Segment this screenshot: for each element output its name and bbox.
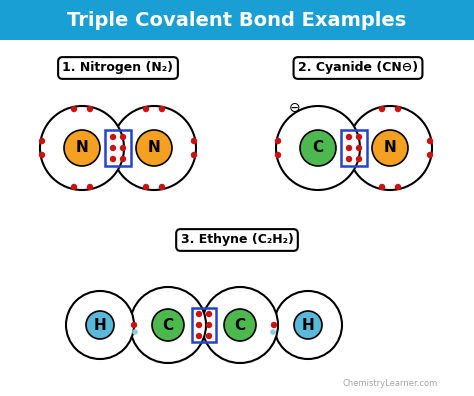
Circle shape bbox=[196, 311, 202, 317]
Text: ChemistryLearner.com: ChemistryLearner.com bbox=[342, 379, 438, 388]
Circle shape bbox=[379, 184, 385, 190]
Circle shape bbox=[143, 184, 149, 190]
Circle shape bbox=[206, 311, 212, 317]
Circle shape bbox=[356, 134, 362, 140]
Circle shape bbox=[196, 333, 202, 339]
Circle shape bbox=[39, 152, 45, 158]
Circle shape bbox=[110, 156, 116, 162]
Text: ⊖: ⊖ bbox=[289, 101, 301, 115]
Circle shape bbox=[87, 184, 93, 190]
Circle shape bbox=[159, 106, 165, 112]
Circle shape bbox=[196, 322, 202, 328]
Circle shape bbox=[224, 309, 256, 341]
Circle shape bbox=[346, 134, 352, 140]
Text: C: C bbox=[163, 318, 173, 333]
Circle shape bbox=[136, 130, 172, 166]
Circle shape bbox=[346, 156, 352, 162]
Circle shape bbox=[372, 130, 408, 166]
Circle shape bbox=[348, 106, 432, 190]
Circle shape bbox=[120, 156, 126, 162]
Circle shape bbox=[300, 130, 336, 166]
Circle shape bbox=[120, 134, 126, 140]
Text: H: H bbox=[94, 318, 106, 333]
Circle shape bbox=[191, 152, 197, 158]
Text: 1. Nitrogen (N₂): 1. Nitrogen (N₂) bbox=[63, 61, 173, 74]
Circle shape bbox=[110, 145, 116, 151]
Circle shape bbox=[143, 106, 149, 112]
Circle shape bbox=[274, 291, 342, 359]
Circle shape bbox=[202, 287, 278, 363]
Circle shape bbox=[206, 322, 212, 328]
Circle shape bbox=[120, 145, 126, 151]
Circle shape bbox=[71, 184, 77, 190]
Circle shape bbox=[395, 184, 401, 190]
Circle shape bbox=[152, 309, 184, 341]
Circle shape bbox=[276, 106, 360, 190]
Circle shape bbox=[271, 322, 277, 328]
Circle shape bbox=[346, 145, 352, 151]
Text: C: C bbox=[235, 318, 246, 333]
Circle shape bbox=[39, 138, 45, 144]
Text: 3. Ethyne (C₂H₂): 3. Ethyne (C₂H₂) bbox=[181, 234, 293, 246]
Text: C: C bbox=[312, 141, 324, 156]
Circle shape bbox=[86, 311, 114, 339]
Circle shape bbox=[275, 138, 281, 144]
Circle shape bbox=[64, 130, 100, 166]
Circle shape bbox=[206, 333, 212, 339]
Circle shape bbox=[40, 106, 124, 190]
Circle shape bbox=[110, 134, 116, 140]
Circle shape bbox=[71, 106, 77, 112]
Circle shape bbox=[191, 138, 197, 144]
Text: N: N bbox=[147, 141, 160, 156]
Circle shape bbox=[87, 106, 93, 112]
Text: H: H bbox=[301, 318, 314, 333]
Text: N: N bbox=[76, 141, 88, 156]
Circle shape bbox=[356, 156, 362, 162]
FancyBboxPatch shape bbox=[0, 0, 474, 40]
Circle shape bbox=[294, 311, 322, 339]
Circle shape bbox=[130, 287, 206, 363]
Circle shape bbox=[275, 152, 281, 158]
Text: 2. Cyanide (CN⊖): 2. Cyanide (CN⊖) bbox=[298, 61, 418, 74]
Circle shape bbox=[112, 106, 196, 190]
Text: N: N bbox=[383, 141, 396, 156]
Circle shape bbox=[270, 329, 276, 335]
Circle shape bbox=[379, 106, 385, 112]
Circle shape bbox=[427, 138, 433, 144]
Circle shape bbox=[66, 291, 134, 359]
Circle shape bbox=[131, 322, 137, 328]
Circle shape bbox=[427, 152, 433, 158]
Circle shape bbox=[132, 329, 138, 335]
Text: Triple Covalent Bond Examples: Triple Covalent Bond Examples bbox=[67, 11, 407, 29]
Circle shape bbox=[159, 184, 165, 190]
Circle shape bbox=[356, 145, 362, 151]
Circle shape bbox=[395, 106, 401, 112]
